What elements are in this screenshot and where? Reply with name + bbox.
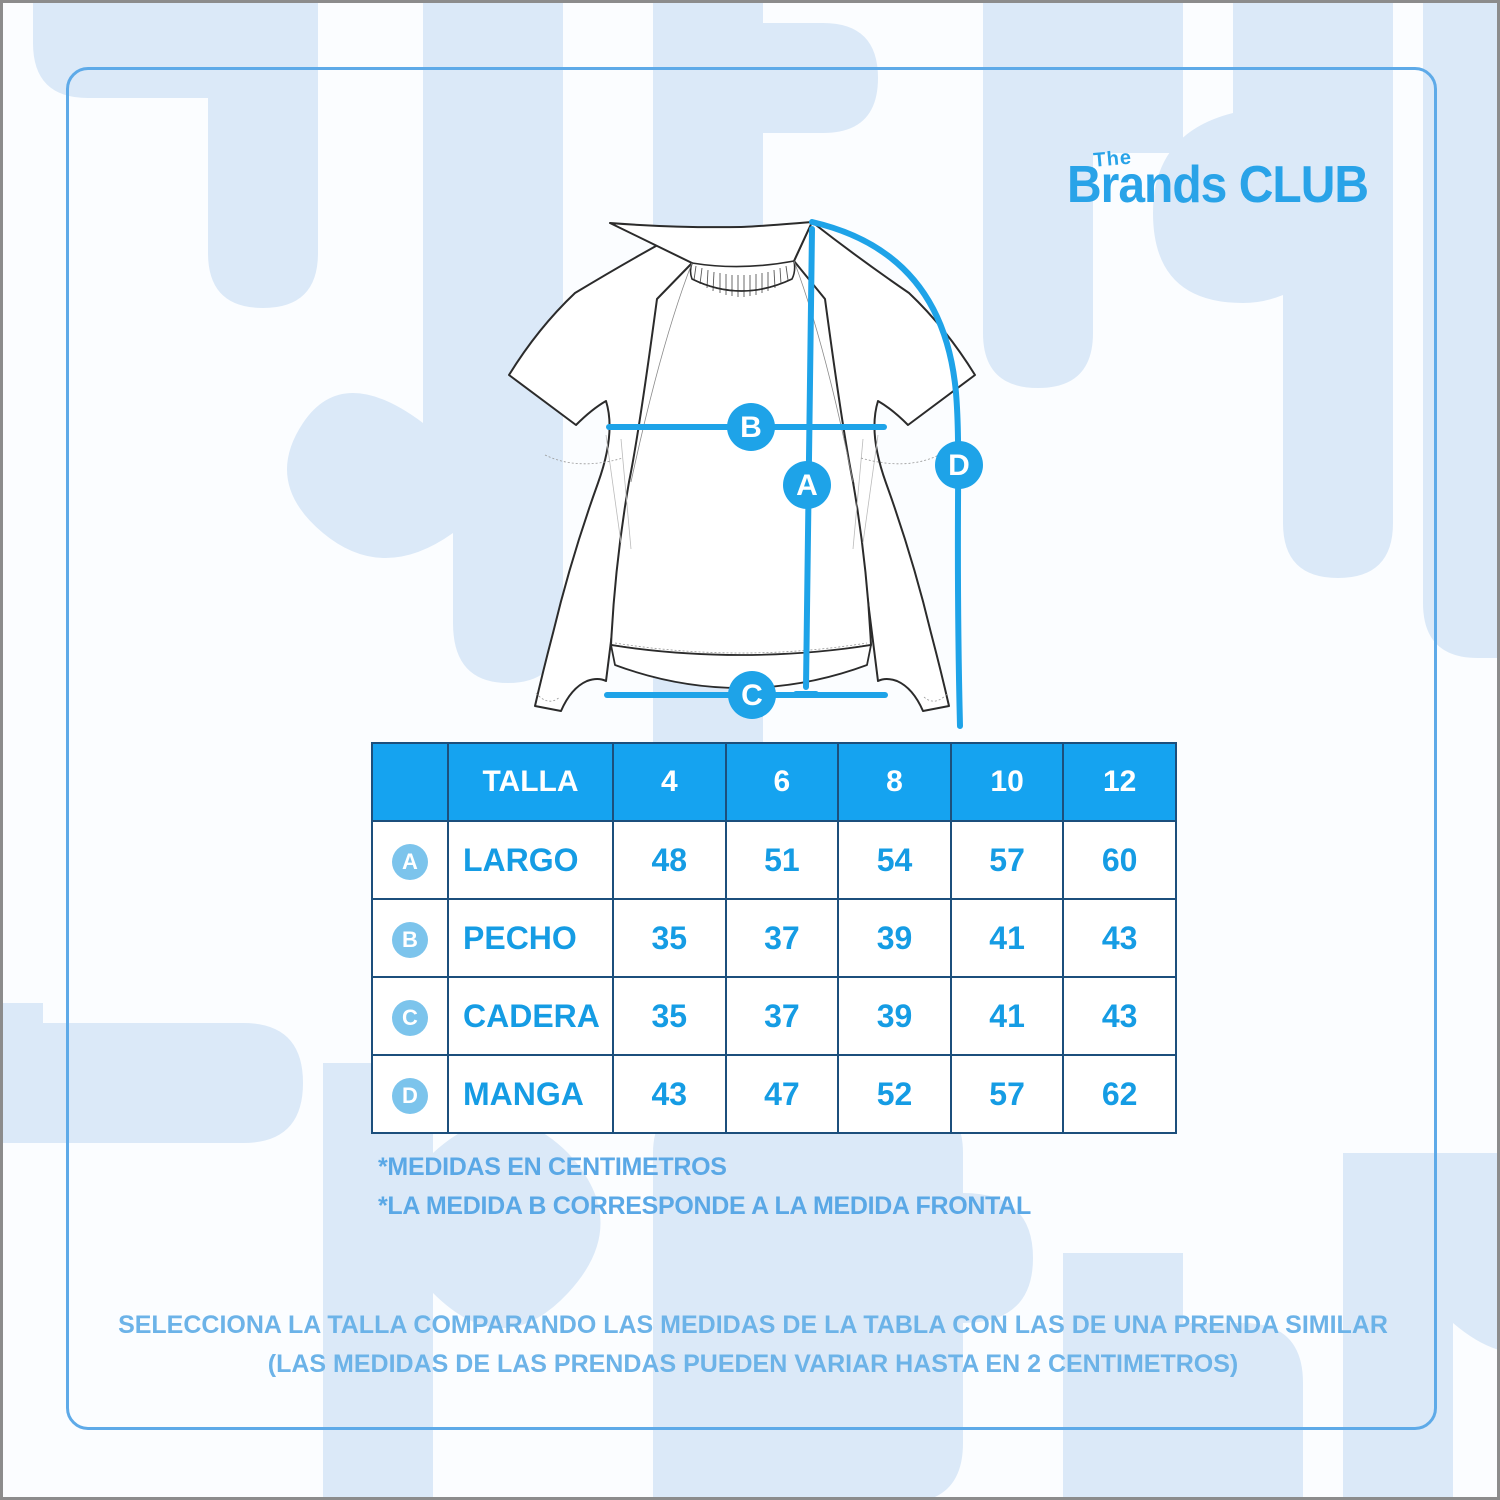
- svg-text:D: D: [948, 449, 970, 482]
- svg-text:C: C: [741, 679, 763, 712]
- svg-text:A: A: [796, 469, 818, 502]
- svg-text:B: B: [740, 411, 762, 444]
